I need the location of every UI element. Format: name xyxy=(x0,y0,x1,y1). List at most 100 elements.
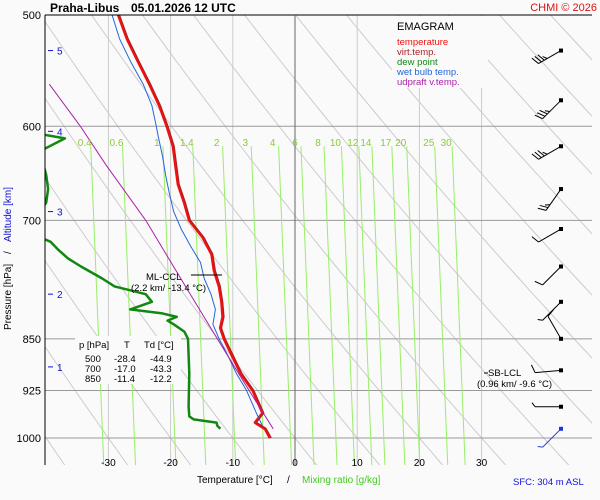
wind-barb-flag xyxy=(542,151,548,155)
wind-barb-flag xyxy=(537,207,547,211)
wind-barb xyxy=(537,426,563,448)
dry-adiabat xyxy=(91,15,444,465)
altitude-tick-label: 5 xyxy=(57,47,63,58)
mixing-ratio-line xyxy=(192,146,207,465)
series-virt-temp xyxy=(119,15,272,439)
station-name: Praha-Libus xyxy=(50,1,120,15)
mixing-ratio-label: 0.4 xyxy=(78,138,92,149)
y-tick-label: 1000 xyxy=(17,433,41,445)
mixing-ratio-line xyxy=(371,146,386,465)
y-axis-label: Pressure [hPa] xyxy=(3,264,14,330)
mixing-ratio-line xyxy=(451,146,466,465)
wind-barbs xyxy=(530,48,563,448)
y-axis-label-group: Pressure [hPa] / Altitude [km] xyxy=(3,187,14,330)
ml-ccl-value: (2.2 km/ -13.4 °C) xyxy=(131,283,206,294)
wind-barb xyxy=(531,48,563,64)
altitude-tick-label: 1 xyxy=(57,363,63,374)
mixing-ratio-line xyxy=(162,146,177,465)
x-tick-label: 10 xyxy=(352,458,364,469)
table-header-t: T xyxy=(124,340,130,351)
sb-lcl-value: (0.96 km/ -9.6 °C) xyxy=(477,379,552,390)
y-tick-label: 700 xyxy=(23,215,41,227)
mixing-ratio-label: 1 xyxy=(154,138,160,149)
copyright: CHMI © 2026 xyxy=(530,2,597,14)
mixing-ratio-label: 10 xyxy=(330,138,342,149)
legend-item-dew-point: dew point xyxy=(397,57,438,68)
mixing-ratio-label: 0.6 xyxy=(110,138,124,149)
legend-item-virt-temp: virt.temp. xyxy=(397,47,436,58)
table-cell: -11.4 xyxy=(114,374,135,385)
y-axis-separator: / xyxy=(3,251,14,254)
wind-barb-flag xyxy=(539,204,549,209)
sb-lcl-label: SB-LCL xyxy=(488,368,521,379)
dry-adiabat xyxy=(45,345,129,465)
wind-barb-flag xyxy=(531,236,539,243)
mixing-ratio-label: 2 xyxy=(214,138,220,149)
wind-barb xyxy=(531,227,563,243)
dry-adiabat xyxy=(244,15,592,424)
legend-title: EMAGRAM xyxy=(397,21,454,33)
mixing-ratio-label: 4 xyxy=(270,138,276,149)
dry-adiabat xyxy=(45,20,381,465)
altitude-tick-label: 4 xyxy=(57,127,63,138)
wind-barb-shaft xyxy=(547,316,562,340)
wind-barb-flag xyxy=(537,54,545,61)
mixing-ratio-label: 3 xyxy=(242,138,248,149)
wind-barb-flag xyxy=(539,109,548,115)
wind-barb-flag xyxy=(537,445,543,448)
x-tick-label: -20 xyxy=(163,458,178,469)
wind-barb xyxy=(530,364,563,374)
datetime: 05.01.2026 12 UTC xyxy=(131,1,236,15)
wind-barb-flag xyxy=(534,56,542,63)
wind-barb xyxy=(531,144,563,160)
wind-barb-flag xyxy=(537,150,545,157)
mixing-ratio-line xyxy=(406,146,421,465)
wind-barb xyxy=(534,98,563,120)
mixing-ratio-label: 20 xyxy=(395,138,407,149)
mixing-ratio-line xyxy=(278,146,293,465)
wind-barb-shaft xyxy=(542,266,562,286)
wind-barb xyxy=(531,402,563,409)
wind-barb-flag xyxy=(547,309,554,317)
wind-barb xyxy=(534,264,563,286)
x-tick-label: -10 xyxy=(226,458,241,469)
mixing-ratio-line xyxy=(121,146,136,465)
x-axis-label: Temperature [°C] xyxy=(197,475,273,486)
ml-ccl-annotation: ML-CCL (2.2 km/ -13.4 °C) xyxy=(131,272,222,294)
x-tick-label: 30 xyxy=(476,458,488,469)
table-cell: 700 xyxy=(85,364,101,375)
altitude-tick-label: 3 xyxy=(57,208,63,219)
mixing-ratio-line xyxy=(340,146,355,465)
wind-barb-flag xyxy=(544,110,550,113)
dry-adiabat xyxy=(45,177,255,465)
altitude-tick-label: 2 xyxy=(57,290,63,301)
series-dew-point xyxy=(45,133,222,430)
wind-barb-flag xyxy=(534,280,543,286)
mixing-ratio-label: 6 xyxy=(292,138,298,149)
table-cell: -43.3 xyxy=(150,364,172,375)
legend-item-temperature: temperature xyxy=(397,37,448,48)
mixing-ratio-line xyxy=(358,146,373,465)
legend: EMAGRAM temperature virt.temp. dew point… xyxy=(392,16,488,88)
table-bg xyxy=(75,336,181,384)
mixing-ratio-line xyxy=(222,146,237,465)
y-tick-label: 850 xyxy=(23,334,41,346)
mixing-ratio-line xyxy=(300,146,315,465)
table-cell: -17.0 xyxy=(114,364,136,375)
sb-lcl-annotation: SB-LCL (0.96 km/ -9.6 °C) xyxy=(477,368,552,390)
dry-adiabat xyxy=(346,15,592,296)
series-layer xyxy=(45,15,274,439)
x-tick-label: 20 xyxy=(414,458,426,469)
dry-adiabat xyxy=(550,15,592,61)
dry-adiabat xyxy=(499,15,592,117)
wind-barb-flag xyxy=(534,151,542,158)
wind-barb-flag xyxy=(531,57,539,64)
wind-barb-shaft xyxy=(545,188,562,211)
dry-adiabat xyxy=(397,15,592,235)
table-cell: -12.2 xyxy=(150,374,172,385)
grid-layer xyxy=(45,15,592,465)
table-cell: -44.9 xyxy=(150,354,172,365)
wind-barb-flag xyxy=(531,402,536,408)
y-tick-label: 600 xyxy=(23,121,41,133)
